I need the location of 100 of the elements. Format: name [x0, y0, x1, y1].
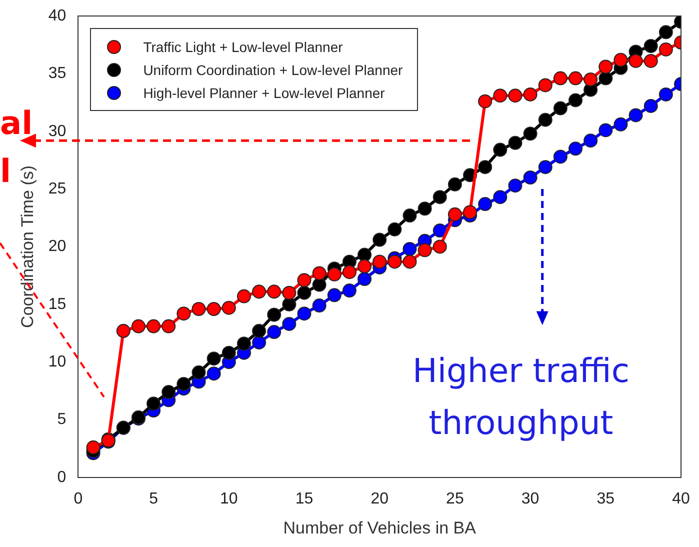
- point: [297, 306, 312, 321]
- point: [222, 300, 236, 315]
- x-tick-label: 25: [446, 490, 464, 508]
- y-tick-label: 40: [48, 7, 66, 24]
- point: [146, 319, 161, 334]
- y-axis-title: Coordination Time (s): [18, 165, 37, 328]
- point: [146, 396, 161, 411]
- point: [644, 98, 658, 113]
- legend-label: High-level Planner + Low-level Planner: [143, 84, 385, 100]
- point: [372, 254, 387, 269]
- point: [478, 160, 492, 174]
- point: [236, 336, 251, 351]
- text: al: [0, 104, 33, 142]
- point: [614, 117, 628, 132]
- point: [598, 71, 613, 86]
- point: [584, 134, 598, 148]
- point: [176, 376, 191, 391]
- point: [644, 54, 658, 68]
- x-tick-label: 5: [149, 490, 158, 508]
- point: [206, 302, 221, 316]
- point: [162, 319, 176, 334]
- y-tick-label: 20: [48, 238, 66, 256]
- point: [252, 324, 266, 338]
- point: [388, 254, 402, 269]
- point: [553, 150, 568, 164]
- y-tick-label: 15: [48, 296, 66, 313]
- point: [432, 190, 447, 204]
- point: [192, 365, 206, 380]
- point: [568, 142, 583, 156]
- point: [658, 87, 673, 102]
- point: [327, 288, 342, 302]
- point: [493, 142, 508, 157]
- point: [267, 325, 282, 340]
- point: [282, 297, 296, 312]
- legend-label: Uniform Coordination + Low-level Planner: [143, 62, 403, 78]
- x-tick-label: 0: [74, 490, 83, 508]
- point: [538, 78, 552, 92]
- point: [327, 267, 342, 282]
- point: [478, 94, 492, 108]
- point: [192, 302, 206, 316]
- point: [402, 254, 417, 269]
- point: [176, 306, 191, 321]
- point: [598, 60, 613, 74]
- point: [418, 202, 432, 216]
- point: [448, 207, 462, 222]
- x-tick-label: 35: [596, 490, 615, 508]
- point: [493, 88, 508, 103]
- point: [508, 136, 522, 150]
- point: [478, 197, 492, 212]
- point: [508, 88, 522, 103]
- point: [448, 177, 462, 192]
- point: [658, 25, 673, 40]
- point: [372, 232, 387, 247]
- x-tick-label: 20: [370, 490, 389, 508]
- point: [358, 248, 372, 262]
- point: [252, 335, 266, 350]
- point: [402, 242, 417, 256]
- point: [312, 298, 326, 313]
- point: [267, 284, 282, 299]
- y-tick-label: 5: [57, 411, 66, 428]
- point: [538, 112, 552, 127]
- point: [418, 243, 432, 258]
- point: [86, 440, 100, 454]
- point: [342, 284, 356, 298]
- y-tick-label: 25: [48, 180, 66, 198]
- y-tick-label: 10: [48, 353, 66, 370]
- point: [358, 259, 372, 274]
- annotation: Higher traffic throughput: [396, 345, 646, 449]
- y-tick-label: 35: [48, 65, 66, 82]
- point: [553, 71, 568, 86]
- point: [644, 38, 658, 53]
- point: [598, 123, 613, 138]
- point: [131, 319, 146, 334]
- point: [402, 208, 417, 223]
- point: [206, 366, 221, 381]
- point: [388, 222, 402, 236]
- x-tick-label: 10: [220, 490, 238, 508]
- point: [222, 346, 236, 360]
- y-tick-label: 30: [48, 122, 66, 140]
- point: [523, 170, 538, 184]
- point: [236, 289, 251, 304]
- x-tick-label: 30: [521, 490, 540, 508]
- point: [358, 272, 372, 286]
- point: [614, 52, 628, 67]
- point: [568, 93, 583, 108]
- point: [508, 178, 522, 193]
- point: [312, 266, 326, 280]
- point: [297, 286, 312, 300]
- point: [252, 284, 266, 299]
- legend-label: Traffic Light + Low-level Planner: [143, 38, 343, 54]
- point: [463, 205, 478, 220]
- y-tick-label: 0: [57, 468, 66, 486]
- point: [282, 316, 296, 331]
- point: [584, 72, 598, 86]
- x-tick-label: 40: [672, 490, 690, 508]
- text: l: [0, 152, 11, 190]
- point: [493, 190, 508, 204]
- point: [628, 54, 643, 68]
- point: [538, 160, 552, 174]
- x-tick-label: 15: [295, 490, 314, 508]
